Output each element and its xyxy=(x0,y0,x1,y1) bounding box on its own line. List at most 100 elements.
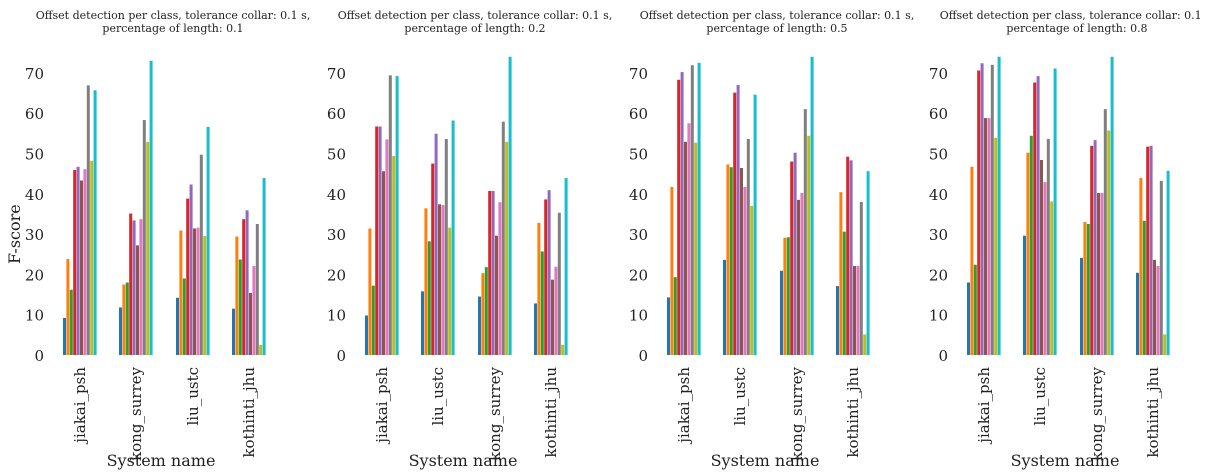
bar-liu_ustc-series-4 xyxy=(733,92,737,356)
bar-jiakai_psh-series-9 xyxy=(90,160,94,355)
bar-kong_surrey-series-2 xyxy=(783,237,787,355)
y-tick-label: 20 xyxy=(629,266,648,284)
bar-kothinti_jhu-series-4 xyxy=(242,219,246,355)
bar-liu_ustc-series-3 xyxy=(729,167,733,355)
bar-kong_surrey-series-10 xyxy=(1110,56,1114,355)
bar-kothinti_jhu-series-1 xyxy=(1136,272,1139,355)
bar-kong_surrey-series-10 xyxy=(149,60,153,356)
bar-jiakai_psh-series-3 xyxy=(673,277,677,355)
x-axis-label: System name xyxy=(107,451,216,470)
y-tick-label: 0 xyxy=(336,347,346,365)
bar-liu_ustc-series-5 xyxy=(434,133,438,355)
bar-jiakai_psh-series-9 xyxy=(994,137,998,355)
bar-kothinti_jhu-series-1 xyxy=(232,308,235,355)
bar-kong_surrey-series-6 xyxy=(797,199,800,355)
bar-jiakai_psh-series-8 xyxy=(690,65,694,356)
bar-liu_ustc-series-4 xyxy=(431,163,435,355)
bar-kong_surrey-series-6 xyxy=(1097,192,1100,355)
bar-kothinti_jhu-series-7 xyxy=(252,265,256,355)
bar-liu_ustc-series-10 xyxy=(753,94,757,355)
bar-kothinti_jhu-series-5 xyxy=(1149,145,1153,355)
bar-jiakai_psh-series-10 xyxy=(395,76,399,356)
bar-liu_ustc-series-6 xyxy=(193,228,196,355)
bar-jiakai_psh-series-6 xyxy=(80,180,83,355)
bar-kong_surrey-series-4 xyxy=(129,213,133,355)
bar-kothinti_jhu-series-3 xyxy=(842,231,846,355)
y-tick-label: 50 xyxy=(25,146,44,164)
bar-kothinti_jhu-series-5 xyxy=(547,190,551,355)
bar-jiakai_psh-series-10 xyxy=(697,62,701,355)
bar-kong_surrey-series-1 xyxy=(119,307,122,355)
bar-kong_surrey-series-9 xyxy=(505,141,509,355)
bar-liu_ustc-series-10 xyxy=(1053,68,1057,355)
bar-liu_ustc-series-8 xyxy=(199,154,203,355)
bar-jiakai_psh-series-2 xyxy=(670,186,674,355)
bar-kothinti_jhu-series-2 xyxy=(235,236,239,355)
bar-liu_ustc-series-10 xyxy=(451,120,455,355)
bar-liu_ustc-series-6 xyxy=(1040,159,1043,355)
chart-title: Offset detection per class, tolerance co… xyxy=(940,9,1205,22)
bar-kothinti_jhu-series-2 xyxy=(839,192,843,355)
bar-liu_ustc-series-9 xyxy=(203,236,207,356)
x-tick-label: kong_surrey xyxy=(788,366,806,460)
y-tick-label: 30 xyxy=(327,226,346,244)
bar-liu_ustc-series-7 xyxy=(441,205,445,355)
bar-liu_ustc-series-5 xyxy=(189,184,193,355)
bar-jiakai_psh-series-7 xyxy=(83,169,87,355)
x-tick-label: jiakai_psh xyxy=(71,367,89,445)
bar-jiakai_psh-series-5 xyxy=(378,126,382,355)
bar-kothinti_jhu-series-9 xyxy=(561,344,565,356)
bar-jiakai_psh-series-7 xyxy=(687,123,691,356)
bar-jiakai_psh-series-4 xyxy=(977,70,981,355)
bar-jiakai_psh-series-5 xyxy=(980,63,984,355)
bar-liu_ustc-series-1 xyxy=(421,291,424,355)
y-tick-label: 40 xyxy=(25,186,44,204)
y-tick-label: 70 xyxy=(327,65,346,83)
bar-kothinti_jhu-series-3 xyxy=(1142,220,1146,355)
bar-kong_surrey-series-7 xyxy=(1100,192,1104,355)
bar-jiakai_psh-series-1 xyxy=(365,315,368,355)
bar-kothinti_jhu-series-9 xyxy=(863,334,867,355)
y-tick-label: 70 xyxy=(25,65,44,83)
bar-jiakai_psh-series-3 xyxy=(69,289,73,355)
bar-jiakai_psh-series-6 xyxy=(382,171,385,355)
bar-kothinti_jhu-series-5 xyxy=(245,210,249,355)
bar-kothinti_jhu-series-10 xyxy=(564,178,568,355)
chart-panel-2: Offset detection per class, tolerance co… xyxy=(327,9,612,470)
bar-liu_ustc-series-5 xyxy=(736,84,740,356)
bar-liu_ustc-series-3 xyxy=(427,241,431,355)
bar-liu_ustc-series-6 xyxy=(438,204,441,355)
bar-liu_ustc-series-8 xyxy=(444,138,448,355)
bar-kong_surrey-series-3 xyxy=(786,237,790,355)
bar-kong_surrey-series-6 xyxy=(136,245,139,355)
y-tick-label: 10 xyxy=(327,307,346,325)
bar-liu_ustc-series-1 xyxy=(1023,235,1026,355)
chart-title: percentage of length: 0.2 xyxy=(404,22,545,35)
y-tick-label: 70 xyxy=(629,65,648,83)
x-tick-label: kothinti_jhu xyxy=(844,367,862,458)
y-tick-label: 70 xyxy=(929,65,948,83)
bar-jiakai_psh-series-3 xyxy=(371,285,375,355)
bar-jiakai_psh-series-2 xyxy=(970,166,974,355)
x-axis-label: System name xyxy=(1011,451,1120,470)
bar-liu_ustc-series-7 xyxy=(196,227,200,355)
bar-kong_surrey-series-8 xyxy=(803,109,807,355)
bar-kothinti_jhu-series-7 xyxy=(1156,265,1160,355)
y-tick-label: 40 xyxy=(929,186,948,204)
chart-title: percentage of length: 0.8 xyxy=(1006,22,1147,35)
chart-panel-3: Offset detection per class, tolerance co… xyxy=(629,9,914,470)
bar-kothinti_jhu-series-1 xyxy=(836,286,839,355)
bar-jiakai_psh-series-6 xyxy=(984,118,987,355)
y-tick-label: 0 xyxy=(638,347,648,365)
bar-liu_ustc-series-7 xyxy=(743,186,747,355)
y-tick-label: 60 xyxy=(327,105,346,123)
bar-kong_surrey-series-5 xyxy=(1093,140,1097,355)
bar-kothinti_jhu-series-10 xyxy=(866,171,870,355)
bar-jiakai_psh-series-9 xyxy=(392,155,396,355)
bar-liu_ustc-series-2 xyxy=(424,208,428,355)
y-tick-label: 20 xyxy=(929,266,948,284)
bar-jiakai_psh-series-8 xyxy=(388,75,392,355)
x-tick-label: jiakai_psh xyxy=(975,367,993,445)
bar-jiakai_psh-series-5 xyxy=(680,72,684,355)
bar-kong_surrey-series-2 xyxy=(481,273,485,355)
